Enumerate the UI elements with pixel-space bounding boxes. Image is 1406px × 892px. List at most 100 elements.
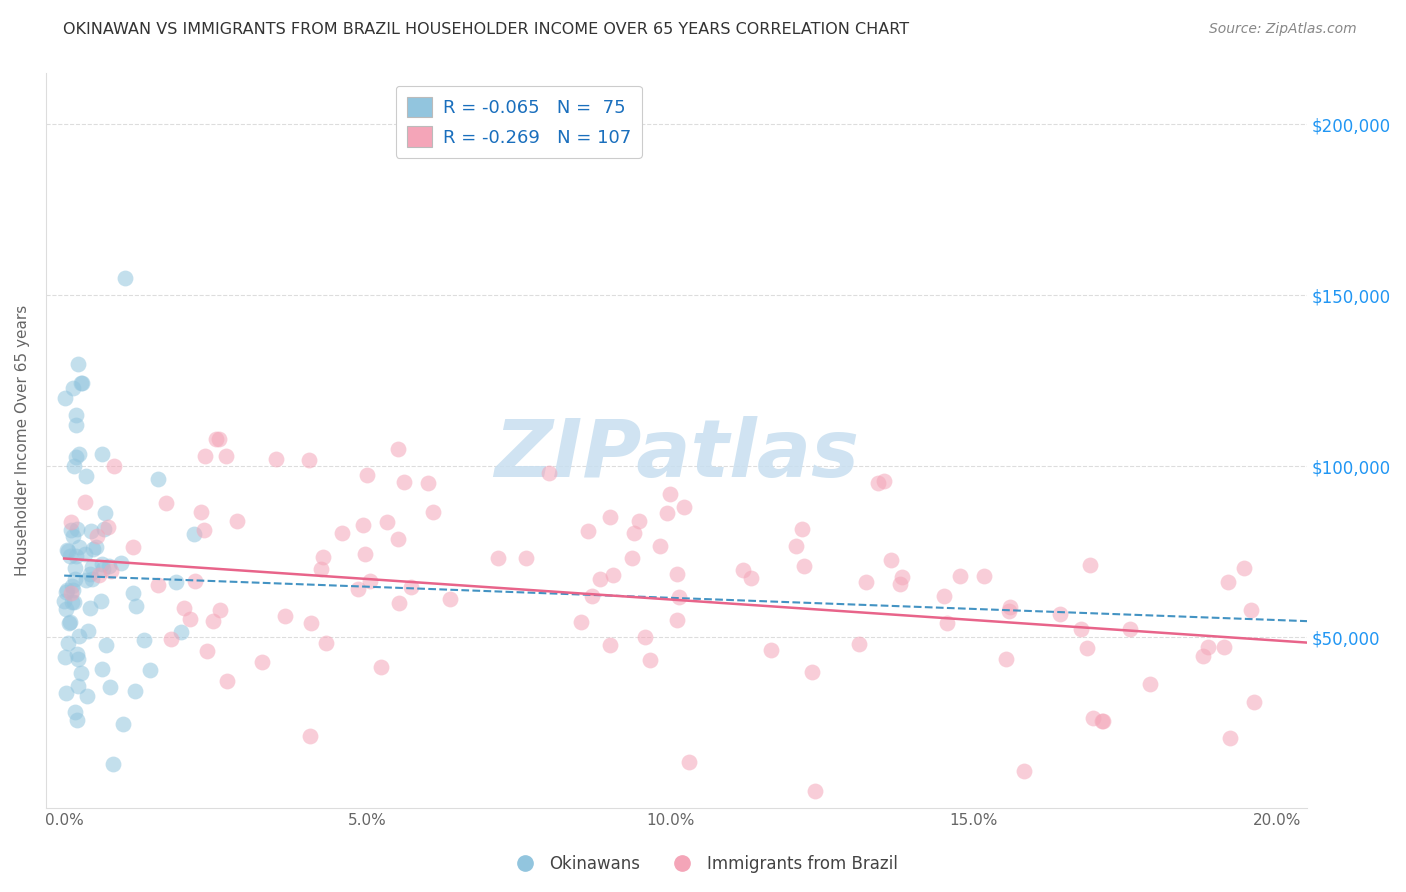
Point [58,615,80,630]
Point [53,649,76,664]
Point [330,525,353,540]
Point [91,447,114,461]
Point [204,432,226,446]
Point [190,505,212,519]
Point [91,562,114,576]
Point [65,572,87,586]
Point [392,475,415,489]
Point [252,655,274,669]
Point [672,500,695,515]
Point [173,601,195,615]
Point [65,450,87,465]
Point [124,599,146,614]
Point [589,573,612,587]
Point [67,540,90,554]
Point [56,636,79,650]
Point [1083,710,1105,724]
Point [69,666,91,681]
Point [998,604,1021,618]
Point [666,566,689,581]
Point [79,566,101,581]
Point [1118,622,1140,636]
Point [155,496,177,510]
Point [1243,695,1265,709]
Point [73,547,96,561]
Point [634,630,657,644]
Point [62,583,84,598]
Point [638,653,661,667]
Point [56,543,79,558]
Point [75,573,97,587]
Point [179,612,201,626]
Point [848,637,870,651]
Point [740,571,762,585]
Point [581,589,603,603]
Point [100,680,122,694]
Point [1049,607,1071,621]
Point [65,417,87,432]
Point [111,717,134,731]
Point [949,569,972,583]
Point [650,539,672,553]
Point [59,549,82,563]
Point [67,357,90,371]
Point [97,520,120,534]
Legend: Okinawans, Immigrants from Brazil: Okinawans, Immigrants from Brazil [501,848,905,880]
Point [627,514,650,528]
Point [134,632,156,647]
Point [439,592,461,607]
Legend: R = -0.065   N =  75, R = -0.269   N = 107: R = -0.065 N = 75, R = -0.269 N = 107 [396,86,643,158]
Point [602,568,624,582]
Point [803,784,825,798]
Point [65,706,87,720]
Point [623,526,645,541]
Point [89,568,111,582]
Point [59,515,82,529]
Point [315,636,337,650]
Point [55,602,77,616]
Point [416,476,439,491]
Point [880,552,903,566]
Point [209,603,232,617]
Point [873,474,896,488]
Point [576,524,599,538]
Point [352,518,374,533]
Point [94,506,117,520]
Point [1080,558,1102,572]
Point [121,586,143,600]
Point [62,594,84,608]
Point [160,632,183,646]
Point [761,642,783,657]
Point [793,558,815,573]
Point [347,582,370,596]
Point [1240,603,1263,617]
Point [388,596,411,610]
Point [75,469,97,483]
Point [195,644,218,658]
Point [399,580,422,594]
Point [91,662,114,676]
Point [1076,640,1098,655]
Point [299,615,322,630]
Point [215,450,238,464]
Point [1070,623,1092,637]
Point [60,594,83,608]
Point [93,522,115,536]
Point [55,686,77,700]
Point [225,514,247,528]
Point [110,556,132,570]
Point [731,563,754,577]
Point [146,472,169,486]
Point [91,557,114,571]
Point [1219,731,1241,745]
Point [90,593,112,607]
Point [1092,714,1115,729]
Point [1212,640,1234,655]
Point [59,523,82,537]
Point [217,674,239,689]
Point [354,547,377,561]
Point [65,647,87,661]
Point [297,453,319,467]
Point [59,615,82,629]
Y-axis label: Householder Income Over 65 years: Householder Income Over 65 years [15,305,30,576]
